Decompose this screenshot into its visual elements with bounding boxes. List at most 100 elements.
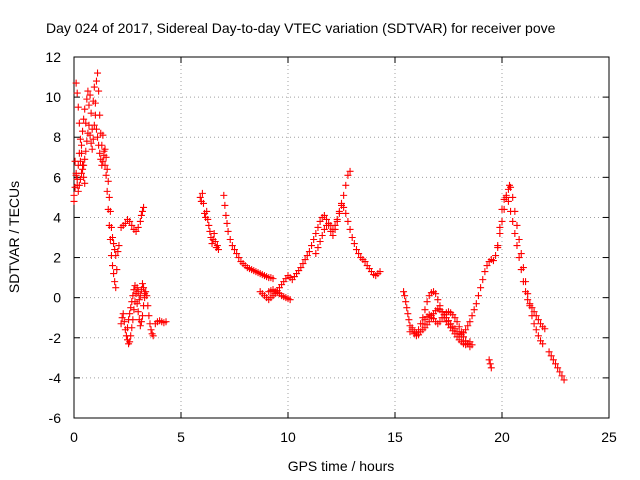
- data-point: [462, 326, 470, 334]
- data-point: [316, 238, 324, 246]
- data-point: [455, 323, 463, 331]
- data-point: [312, 250, 320, 258]
- y-tick-label: -2: [49, 330, 62, 346]
- data-point: [73, 89, 81, 97]
- data-point: [126, 217, 134, 225]
- data-point: [338, 199, 345, 207]
- data-point: [432, 290, 440, 298]
- data-point: [138, 207, 146, 215]
- data-point: [346, 167, 354, 175]
- data-point: [95, 141, 103, 149]
- data-point: [498, 205, 506, 213]
- data-point: [314, 244, 322, 252]
- data-point: [517, 266, 525, 274]
- data-point: [147, 326, 155, 334]
- data-point: [479, 276, 487, 284]
- data-point: [509, 217, 517, 225]
- data-point: [102, 153, 110, 161]
- data-point: [496, 223, 504, 231]
- data-point: [340, 203, 348, 211]
- data-point: [119, 310, 127, 318]
- data-point: [72, 171, 80, 179]
- data-point: [472, 300, 480, 308]
- data-point: [112, 252, 120, 260]
- data-point: [532, 326, 540, 334]
- y-tick-label: 4: [53, 209, 61, 225]
- data-point: [75, 181, 83, 189]
- x-tick-label: 25: [601, 429, 617, 445]
- data-point: [226, 236, 234, 244]
- data-point: [214, 246, 222, 254]
- data-point: [127, 332, 135, 340]
- data-point: [136, 292, 144, 300]
- data-point: [77, 169, 85, 177]
- data-point: [118, 314, 126, 322]
- data-point: [91, 111, 99, 119]
- data-point: [70, 191, 78, 199]
- data-point: [308, 242, 316, 250]
- data-point: [84, 87, 92, 95]
- data-point: [106, 207, 114, 215]
- data-point: [112, 284, 120, 292]
- data-point: [457, 328, 465, 336]
- data-point: [547, 352, 555, 360]
- data-point: [95, 87, 103, 95]
- data-point: [502, 191, 510, 199]
- data-point: [425, 318, 433, 326]
- plot-frame: [73, 56, 610, 419]
- data-point: [138, 280, 146, 288]
- data-point: [519, 278, 527, 286]
- data-point: [92, 77, 100, 85]
- data-point: [127, 304, 135, 312]
- data-point: [77, 141, 85, 149]
- data-point: [554, 364, 562, 372]
- data-point: [498, 217, 506, 225]
- data-point: [532, 312, 540, 320]
- data-point: [210, 229, 218, 237]
- data-point: [352, 246, 360, 254]
- data-point: [316, 217, 324, 225]
- data-point: [113, 266, 121, 274]
- x-tick-label: 10: [280, 429, 296, 445]
- y-tick-label: -6: [49, 410, 62, 426]
- data-point: [96, 149, 104, 157]
- data-point: [140, 284, 148, 292]
- data-point: [301, 256, 309, 264]
- data-point: [355, 250, 363, 258]
- data-point: [74, 187, 82, 195]
- data-point: [102, 171, 110, 179]
- data-point: [137, 211, 145, 219]
- data-point: [340, 191, 348, 199]
- data-point: [109, 262, 117, 270]
- data-point: [342, 209, 350, 217]
- data-point: [470, 306, 478, 314]
- data-point: [83, 95, 91, 103]
- data-point: [511, 229, 519, 237]
- data-point: [312, 229, 320, 237]
- data-point: [534, 316, 542, 324]
- data-point: [331, 221, 339, 229]
- y-tick-label: 2: [53, 250, 61, 266]
- y-tick-label: 8: [53, 129, 61, 145]
- data-points: [70, 69, 568, 384]
- data-point: [71, 157, 79, 165]
- data-point: [400, 288, 408, 296]
- data-point: [534, 332, 542, 340]
- data-point: [206, 227, 214, 235]
- data-point: [530, 320, 538, 328]
- data-point: [90, 121, 98, 129]
- data-point: [545, 348, 553, 356]
- data-point: [105, 193, 113, 201]
- data-point: [131, 282, 139, 290]
- data-point: [136, 217, 144, 225]
- data-point: [86, 91, 94, 99]
- data-point: [402, 298, 410, 306]
- data-point: [528, 304, 536, 312]
- x-tick-label: 20: [494, 429, 510, 445]
- data-point: [138, 312, 146, 320]
- data-point: [342, 181, 350, 189]
- data-point: [89, 135, 97, 143]
- data-point: [489, 257, 497, 265]
- data-point: [79, 127, 87, 135]
- data-point: [162, 318, 170, 326]
